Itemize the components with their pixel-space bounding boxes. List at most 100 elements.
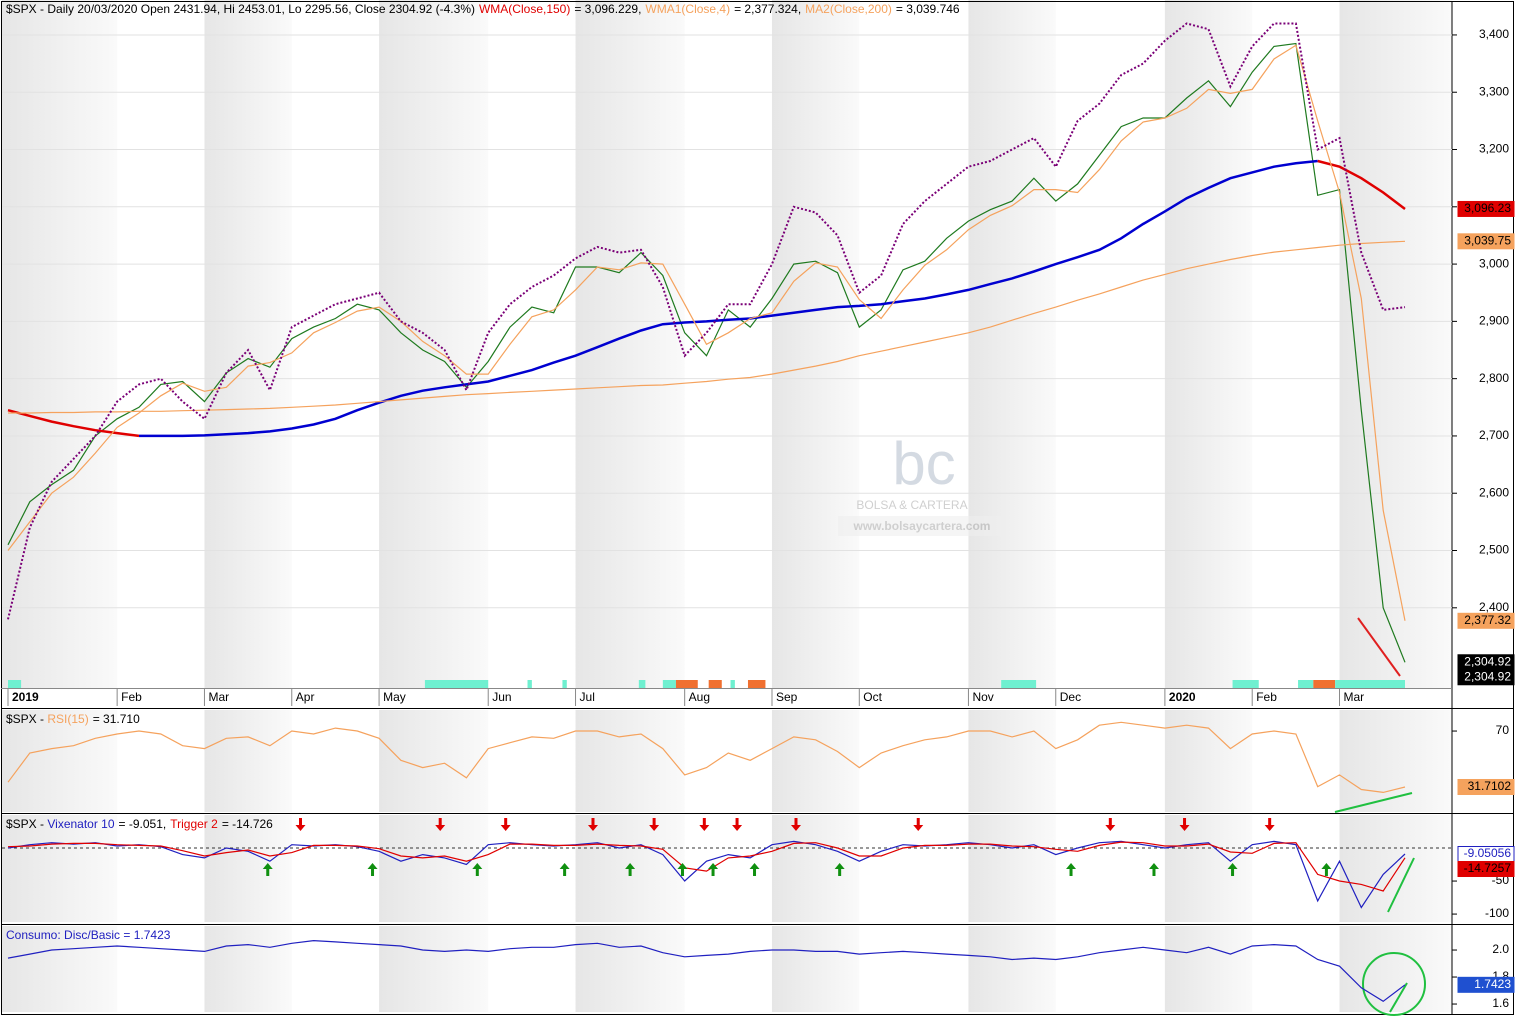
x-tick-label: 2020 — [1169, 690, 1196, 704]
signal-band — [1001, 680, 1037, 688]
series-line — [7, 42, 1406, 663]
buy-arrow — [1066, 863, 1077, 876]
month-band — [1339, 710, 1452, 812]
series-line — [1317, 159, 1406, 210]
y-tick-label: 70 — [1496, 723, 1510, 737]
buy-arrow — [472, 863, 483, 876]
signal-band — [662, 680, 676, 688]
sell-arrow — [1105, 818, 1116, 831]
price-marker-label: -9.05056 — [1464, 846, 1512, 860]
series-line — [7, 939, 1406, 1003]
legend-value: = 3,096.229, — [574, 2, 641, 16]
x-tick-label: Aug — [689, 690, 710, 704]
sell-arrow — [1264, 818, 1275, 831]
x-tick-label: Dec — [1060, 690, 1081, 704]
price-marker-label: 31.7102 — [1468, 779, 1512, 793]
legend-name: MA2(Close,200) — [805, 2, 892, 16]
price-marker — [1457, 861, 1515, 878]
sell-arrow — [732, 818, 743, 831]
signal-band — [424, 680, 489, 688]
sell-arrow — [435, 818, 446, 831]
panel-header: $SPX - Daily 20/03/2020 Open 2431.94, Hi… — [6, 2, 960, 16]
trend-line — [1387, 857, 1415, 913]
panel-header: $SPX - Vixenator 10 = -9.051, Trigger 2 = -… — [6, 817, 273, 831]
month-band — [204, 926, 292, 1012]
month-band — [771, 926, 860, 1012]
buy-arrow — [559, 863, 570, 876]
month-band — [1164, 710, 1253, 812]
series-line — [7, 840, 1406, 909]
series-line — [7, 721, 1406, 794]
x-tick-label: Oct — [863, 690, 882, 704]
y-tick-label: 3,300 — [1479, 84, 1509, 98]
signal-band — [562, 680, 567, 688]
signal-band — [730, 680, 735, 688]
month-band — [1164, 926, 1253, 1012]
y-tick-label: 2,600 — [1479, 485, 1509, 499]
month-band — [2, 710, 118, 812]
price-marker — [1457, 612, 1515, 629]
legend-name: Vixenator 10 — [47, 817, 114, 831]
series-line — [139, 159, 1318, 438]
legend-value: = 2,377.324, — [734, 2, 801, 16]
y-tick-label: 2,400 — [1479, 600, 1509, 614]
panel-title: $SPX - — [6, 712, 47, 726]
watermark: bc BOLSA & CARTERA www.bolsaycartera.com — [838, 430, 1008, 536]
x-tick-label: Mar — [1344, 690, 1365, 704]
y-tick-label: 3,400 — [1479, 27, 1509, 41]
sell-arrow — [295, 818, 306, 831]
trend-line — [1334, 792, 1413, 813]
series-line — [7, 841, 1406, 892]
signal-band — [638, 680, 646, 688]
sell-arrow — [1179, 818, 1190, 831]
month-band — [1339, 815, 1452, 922]
buy-arrow — [262, 863, 273, 876]
month-band — [771, 815, 860, 922]
y-tick-label: 2,800 — [1479, 371, 1509, 385]
highlight-circle — [1362, 952, 1426, 1016]
y-tick-label: 2,900 — [1479, 314, 1509, 328]
signal-band — [708, 680, 722, 688]
x-tick-label: Feb — [1256, 690, 1277, 704]
legend-value: = -14.726 — [222, 817, 273, 831]
month-band — [1164, 0, 1253, 688]
sell-arrow — [587, 818, 598, 831]
legend-value: = -9.051, — [119, 817, 167, 831]
y-tick-label: 3,000 — [1479, 256, 1509, 270]
signal-band — [527, 680, 532, 688]
month-band — [771, 0, 860, 688]
signal-band — [8, 680, 22, 688]
month-band — [771, 710, 860, 812]
y-tick-label: 1.6 — [1492, 996, 1509, 1010]
price-marker-label: 2,377.32 — [1464, 613, 1511, 627]
price-marker-label: 3,096.23 — [1464, 201, 1511, 215]
watermark-logo: bc — [892, 430, 955, 497]
price-marker-label: 1.7423 — [1474, 977, 1511, 991]
price-marker — [1457, 976, 1515, 993]
panel-header: Consumo: Disc/Basic = 1.7423 — [6, 928, 171, 942]
month-band — [204, 710, 292, 812]
buy-arrow — [834, 863, 845, 876]
x-tick-label: Feb — [121, 690, 142, 704]
month-band — [379, 815, 489, 922]
x-tick-label: Jun — [492, 690, 511, 704]
signal-band — [747, 680, 766, 688]
y-tick-label: 2,700 — [1479, 428, 1509, 442]
legend-name: WMA(Close,150) — [479, 2, 570, 16]
signal-band — [1232, 680, 1259, 688]
x-tick-label: 2019 — [12, 690, 39, 704]
series-line — [7, 408, 140, 438]
signal-band — [675, 680, 698, 688]
trend-line — [1389, 982, 1408, 1013]
panel-title: $SPX - Daily 20/03/2020 Open 2431.94, Hi… — [6, 2, 475, 16]
legend-name: RSI(15) — [47, 712, 88, 726]
month-band — [204, 0, 292, 688]
sell-arrow — [649, 818, 660, 831]
buy-arrow — [625, 863, 636, 876]
price-marker — [1457, 669, 1515, 686]
month-band — [379, 710, 489, 812]
month-band — [204, 815, 292, 922]
price-marker-label: 3,039.75 — [1464, 233, 1511, 247]
